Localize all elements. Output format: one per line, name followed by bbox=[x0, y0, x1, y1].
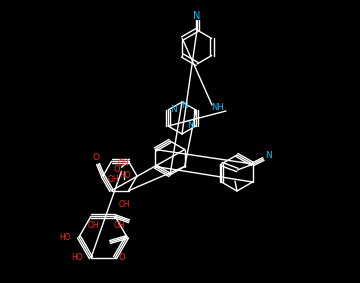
Text: O: O bbox=[119, 253, 125, 262]
Text: NH: NH bbox=[212, 104, 224, 113]
Text: O: O bbox=[113, 165, 120, 174]
Text: HO: HO bbox=[59, 233, 71, 241]
Text: OH: OH bbox=[87, 221, 99, 230]
Text: O: O bbox=[93, 153, 99, 162]
Text: HO: HO bbox=[119, 171, 131, 181]
Text: N: N bbox=[188, 121, 194, 130]
Text: OH: OH bbox=[108, 175, 119, 184]
Text: N: N bbox=[193, 11, 201, 21]
Text: OH: OH bbox=[118, 159, 129, 168]
Text: HO: HO bbox=[71, 253, 83, 262]
Text: OH: OH bbox=[113, 221, 125, 230]
Text: N: N bbox=[265, 151, 272, 160]
Text: OH: OH bbox=[119, 200, 131, 209]
Text: N: N bbox=[181, 100, 187, 110]
Text: N: N bbox=[170, 106, 176, 115]
